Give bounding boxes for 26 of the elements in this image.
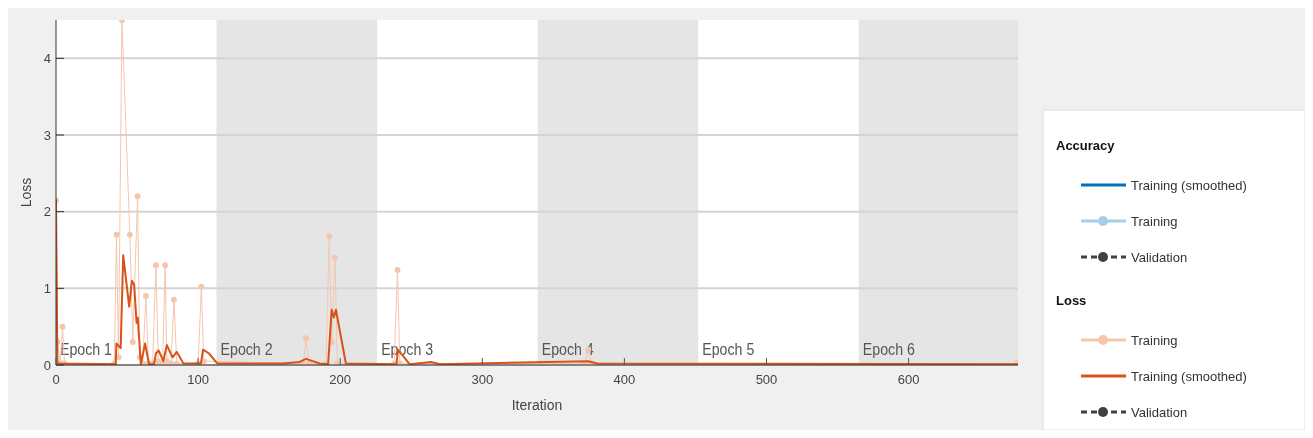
- band-label: Epoch 5: [702, 341, 761, 358]
- text: Loss: [1056, 293, 1087, 308]
- y-axis-title: Loss: [18, 177, 34, 208]
- x-tick-label: 300: [471, 372, 494, 387]
- x-tick-label: 100: [187, 372, 209, 387]
- y-tick-label: 0: [43, 357, 51, 373]
- y-tick-label: 3: [43, 127, 51, 143]
- x-tick-label: 200: [329, 372, 352, 387]
- band-label: Epoch 1: [60, 341, 119, 358]
- legend-label: Training (smoothed): [1131, 177, 1247, 193]
- legend-label: Training (smoothed): [1131, 368, 1247, 384]
- x-tick-label: 400: [613, 372, 636, 387]
- text: Accuracy: [1056, 138, 1116, 153]
- legend-label: Training: [1131, 332, 1178, 348]
- band-label: Epoch 2: [220, 341, 280, 358]
- legend-label: Training: [1131, 213, 1178, 229]
- legend-label: Validation: [1131, 404, 1188, 420]
- y-tick-label: 4: [43, 50, 51, 66]
- y-tick-label: 1: [43, 280, 51, 296]
- band-label: Epoch 6: [862, 341, 922, 358]
- x-tick-label: 600: [897, 372, 920, 387]
- x-axis-title: Iteration: [511, 397, 563, 413]
- band-label: Epoch 4: [541, 341, 601, 358]
- legend-label: Validation: [1131, 249, 1188, 265]
- y-tick-label: 2: [43, 204, 51, 220]
- x-tick-label: 500: [755, 372, 778, 387]
